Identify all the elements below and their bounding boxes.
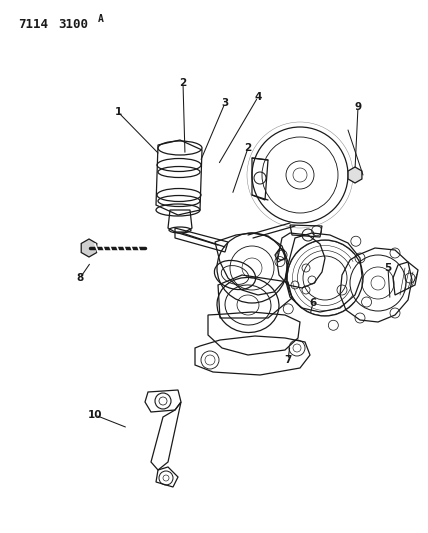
Text: 7114: 7114	[18, 18, 48, 31]
Text: 3100: 3100	[58, 18, 88, 31]
Text: 1: 1	[114, 107, 122, 117]
Text: 6: 6	[309, 298, 317, 308]
Text: 10: 10	[88, 410, 102, 420]
Text: 2: 2	[179, 78, 187, 88]
Text: 9: 9	[354, 102, 362, 112]
Text: 3: 3	[221, 98, 229, 108]
Text: 5: 5	[384, 263, 392, 273]
Text: 8: 8	[76, 273, 83, 283]
Text: 7: 7	[284, 355, 292, 365]
Polygon shape	[348, 167, 362, 183]
Text: 4: 4	[254, 92, 262, 102]
Text: A: A	[98, 14, 104, 24]
Text: 2: 2	[244, 143, 252, 153]
Polygon shape	[81, 239, 97, 257]
